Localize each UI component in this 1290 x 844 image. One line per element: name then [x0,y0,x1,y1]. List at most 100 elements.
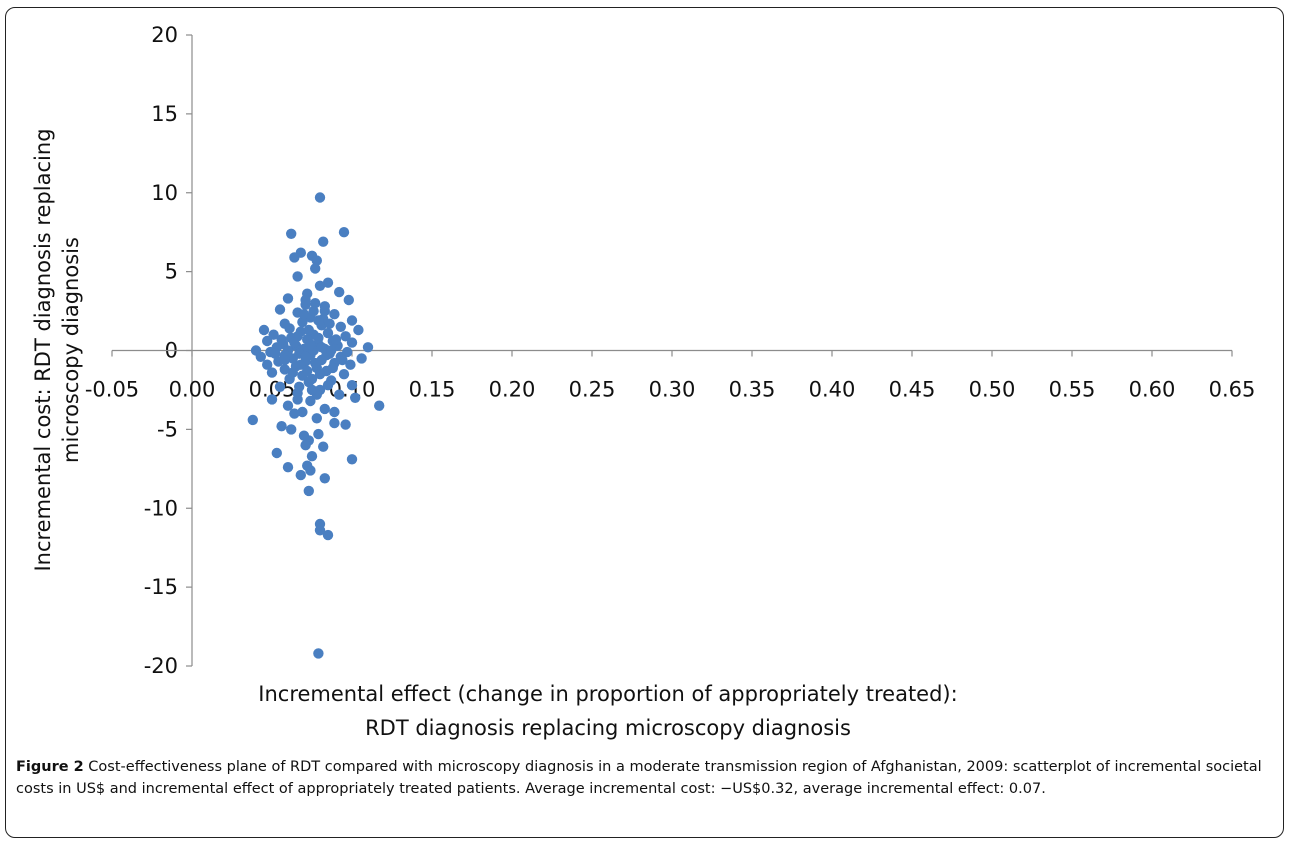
data-point [271,447,282,459]
data-point [316,342,327,353]
y-tick-label: -5 [157,417,178,441]
data-point [324,318,335,329]
data-point [305,395,316,407]
data-point [266,367,278,378]
data-point [300,294,311,306]
x-tick-label: 0.20 [489,378,536,402]
data-point [322,277,334,288]
y-axis-label: Incremental cost: RDT diagnosis replacin… [31,128,83,571]
data-point [282,400,294,411]
data-point [289,337,300,348]
data-point [276,334,287,345]
data-point [329,406,340,418]
data-point [313,315,324,326]
data-point [292,271,303,282]
data-point [297,316,308,328]
data-point [303,485,314,497]
y-tick-label: 20 [151,23,178,47]
data-point [322,380,334,391]
data-point [340,419,351,430]
data-point [356,353,367,364]
data-point [318,441,329,452]
data-point [345,359,356,370]
data-point [329,309,340,320]
data-point [326,345,337,356]
data-point [274,381,286,392]
caption-text: Cost-effectiveness plane of RDT compared… [16,759,1262,797]
data-point [335,321,346,332]
data-point [306,384,318,396]
data-points [247,192,385,659]
data-point [314,369,326,380]
data-point [262,335,273,347]
x-tick-label: -0.05 [85,378,139,402]
caption-label: Figure 2 [16,759,84,775]
data-point [343,294,354,306]
data-point [292,394,303,405]
data-point [313,332,324,344]
data-point [329,417,340,429]
data-point [314,525,326,536]
data-point [310,357,321,369]
data-point [305,339,316,350]
y-tick-label: -20 [144,654,178,678]
x-tick-label: 0.35 [729,378,776,402]
data-point [279,364,290,375]
data-point [346,337,358,348]
x-tick-label: 0.00 [169,378,216,402]
data-point [346,454,358,465]
data-point [319,403,330,415]
data-point [306,373,318,385]
y-tick-label: 5 [165,260,178,284]
data-point [346,315,358,326]
data-point [300,351,311,362]
data-point [374,400,385,411]
y-axis-label-line: microscopy diagnosis [59,237,83,463]
data-point [247,414,258,426]
data-point [295,469,306,481]
data-point [346,380,358,391]
data-point [286,228,297,239]
data-point [266,394,278,405]
data-point [258,324,270,336]
data-point [330,334,342,345]
y-axis-label-line: Incremental cost: RDT diagnosis replacin… [31,128,55,571]
data-point [300,440,311,451]
data-point [262,359,273,370]
x-axis: -0.050.000.050.100.150.200.250.300.350.4… [85,349,1255,402]
data-point [318,236,329,247]
data-point [338,369,350,380]
x-tick-label: 0.60 [1129,378,1176,402]
data-point [287,353,298,364]
x-tick-label: 0.45 [889,378,936,402]
data-point [286,424,297,435]
y-tick-label: 10 [151,181,178,205]
data-point [322,327,334,339]
data-point [289,252,300,263]
y-tick-label: -10 [144,496,178,520]
data-point [279,354,290,366]
data-point [284,323,295,334]
data-point [311,413,322,424]
data-point [308,305,319,317]
data-point [334,286,345,298]
data-point [313,428,324,440]
data-point [270,348,281,359]
data-point [362,342,374,353]
data-point [289,408,300,419]
x-axis-label: Incremental effect (change in proportion… [258,682,957,740]
data-point [314,192,326,203]
data-point [295,359,306,370]
data-point [340,331,351,342]
data-point [294,381,305,392]
data-point [297,406,308,418]
data-point [274,304,286,315]
data-point [314,280,326,291]
x-tick-label: 0.40 [809,378,856,402]
y-tick-label: -15 [144,575,178,599]
x-tick-label: 0.25 [569,378,616,402]
axis-labels: Incremental cost: RDT diagnosis replacin… [31,128,958,740]
data-point [338,227,350,238]
